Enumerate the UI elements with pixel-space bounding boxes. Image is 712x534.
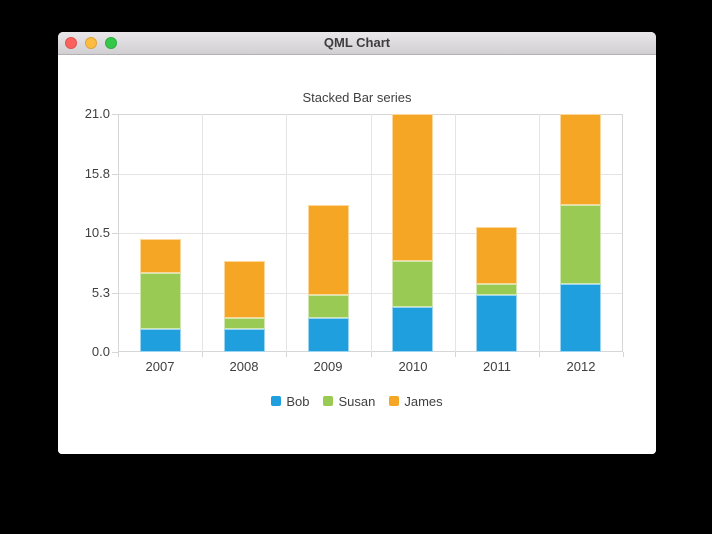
legend-label: Susan bbox=[338, 393, 376, 409]
bar-segment-susan-2011 bbox=[476, 284, 517, 296]
bar-segment-bob-2012 bbox=[560, 284, 601, 352]
v-gridline bbox=[455, 114, 456, 352]
y-tick-label: 5.3 bbox=[91, 285, 110, 300]
y-tickmark bbox=[112, 114, 118, 115]
stacked-bar-chart: Stacked Bar series 0.0 5.3 10.5 15.8 21.0 20… bbox=[58, 55, 656, 454]
zoom-button[interactable] bbox=[105, 37, 117, 49]
bar-segment-susan-2012 bbox=[560, 204, 601, 284]
bar-segment-susan-2008 bbox=[224, 318, 265, 330]
legend-item-bob: Bob bbox=[271, 394, 309, 409]
v-gridline bbox=[539, 114, 540, 352]
y-tickmark bbox=[112, 174, 118, 175]
legend-item-susan: Susan bbox=[323, 394, 375, 409]
x-tickmark bbox=[455, 352, 456, 357]
bar-segment-bob-2009 bbox=[308, 318, 349, 352]
x-tickmark bbox=[202, 352, 203, 357]
y-tick-label: 15.8 bbox=[84, 166, 110, 181]
window-titlebar[interactable]: QML Chart bbox=[58, 32, 656, 55]
bar-segment-james-2010 bbox=[392, 114, 433, 262]
v-gridline bbox=[622, 114, 623, 352]
x-tickmark bbox=[118, 352, 119, 357]
bar-segment-bob-2011 bbox=[476, 295, 517, 352]
bar-segment-bob-2008 bbox=[224, 329, 265, 352]
y-tickmark bbox=[112, 233, 118, 234]
bar-segment-james-2007 bbox=[140, 238, 181, 273]
y-tick-label: 0.0 bbox=[91, 344, 110, 359]
y-tick-label: 10.5 bbox=[84, 225, 110, 240]
chart-legend: Bob Susan James bbox=[58, 391, 656, 411]
v-gridline bbox=[286, 114, 287, 352]
bar-segment-susan-2010 bbox=[392, 261, 433, 307]
x-tickmark bbox=[623, 352, 624, 357]
window-title: QML Chart bbox=[323, 35, 391, 50]
x-tick-label-2009: 2009 bbox=[313, 359, 343, 374]
y-tickmark bbox=[112, 293, 118, 294]
legend-item-james: James bbox=[389, 393, 443, 409]
y-axis-labels: 0.0 5.3 10.5 15.8 21.0 bbox=[58, 106, 110, 359]
chart-title: Stacked Bar series bbox=[302, 90, 412, 105]
x-tick-label-2008: 2008 bbox=[229, 359, 259, 374]
bar-segment-james-2009 bbox=[308, 204, 349, 296]
legend-marker-bob bbox=[271, 396, 282, 406]
bar-segment-james-2012 bbox=[560, 114, 601, 205]
traffic-lights bbox=[65, 37, 117, 49]
legend-marker-susan bbox=[323, 396, 334, 406]
x-tick-label-2010: 2010 bbox=[398, 359, 428, 374]
bar-segment-susan-2009 bbox=[308, 295, 349, 318]
minimize-button[interactable] bbox=[85, 37, 97, 49]
x-tickmark bbox=[539, 352, 540, 357]
legend-label: Bob bbox=[286, 393, 310, 409]
bar-segment-james-2011 bbox=[476, 227, 517, 284]
y-tick-label: 21.0 bbox=[84, 106, 110, 121]
legend-label: James bbox=[404, 393, 443, 409]
close-button[interactable] bbox=[65, 37, 77, 49]
x-axis-labels: 2007 2008 2009 2010 2011 2012 bbox=[118, 359, 623, 375]
plot-area bbox=[118, 114, 623, 352]
v-gridline bbox=[202, 114, 203, 352]
bar-segment-susan-2007 bbox=[140, 272, 181, 330]
bar-segment-bob-2010 bbox=[392, 306, 433, 352]
y-tickmark bbox=[112, 352, 118, 353]
window-content: Stacked Bar series 0.0 5.3 10.5 15.8 21.0 20… bbox=[58, 55, 656, 454]
bar-segment-james-2008 bbox=[224, 261, 265, 318]
h-gridline bbox=[118, 351, 623, 352]
x-tickmark bbox=[371, 352, 372, 357]
x-tickmark bbox=[286, 352, 287, 357]
legend-marker-james bbox=[389, 396, 400, 406]
x-tick-label-2012: 2012 bbox=[566, 359, 596, 374]
h-gridline bbox=[118, 174, 623, 175]
v-gridline bbox=[118, 114, 119, 352]
h-gridline bbox=[118, 114, 623, 115]
h-gridline bbox=[118, 293, 623, 294]
v-gridline bbox=[371, 114, 372, 352]
x-tick-label-2011: 2011 bbox=[483, 359, 511, 374]
x-tick-label-2007: 2007 bbox=[145, 359, 175, 374]
qml-chart-window: QML Chart Stacked Bar series 0.0 5.3 10.5 1… bbox=[58, 32, 656, 454]
bar-segment-bob-2007 bbox=[140, 329, 181, 352]
h-gridline bbox=[118, 233, 623, 234]
